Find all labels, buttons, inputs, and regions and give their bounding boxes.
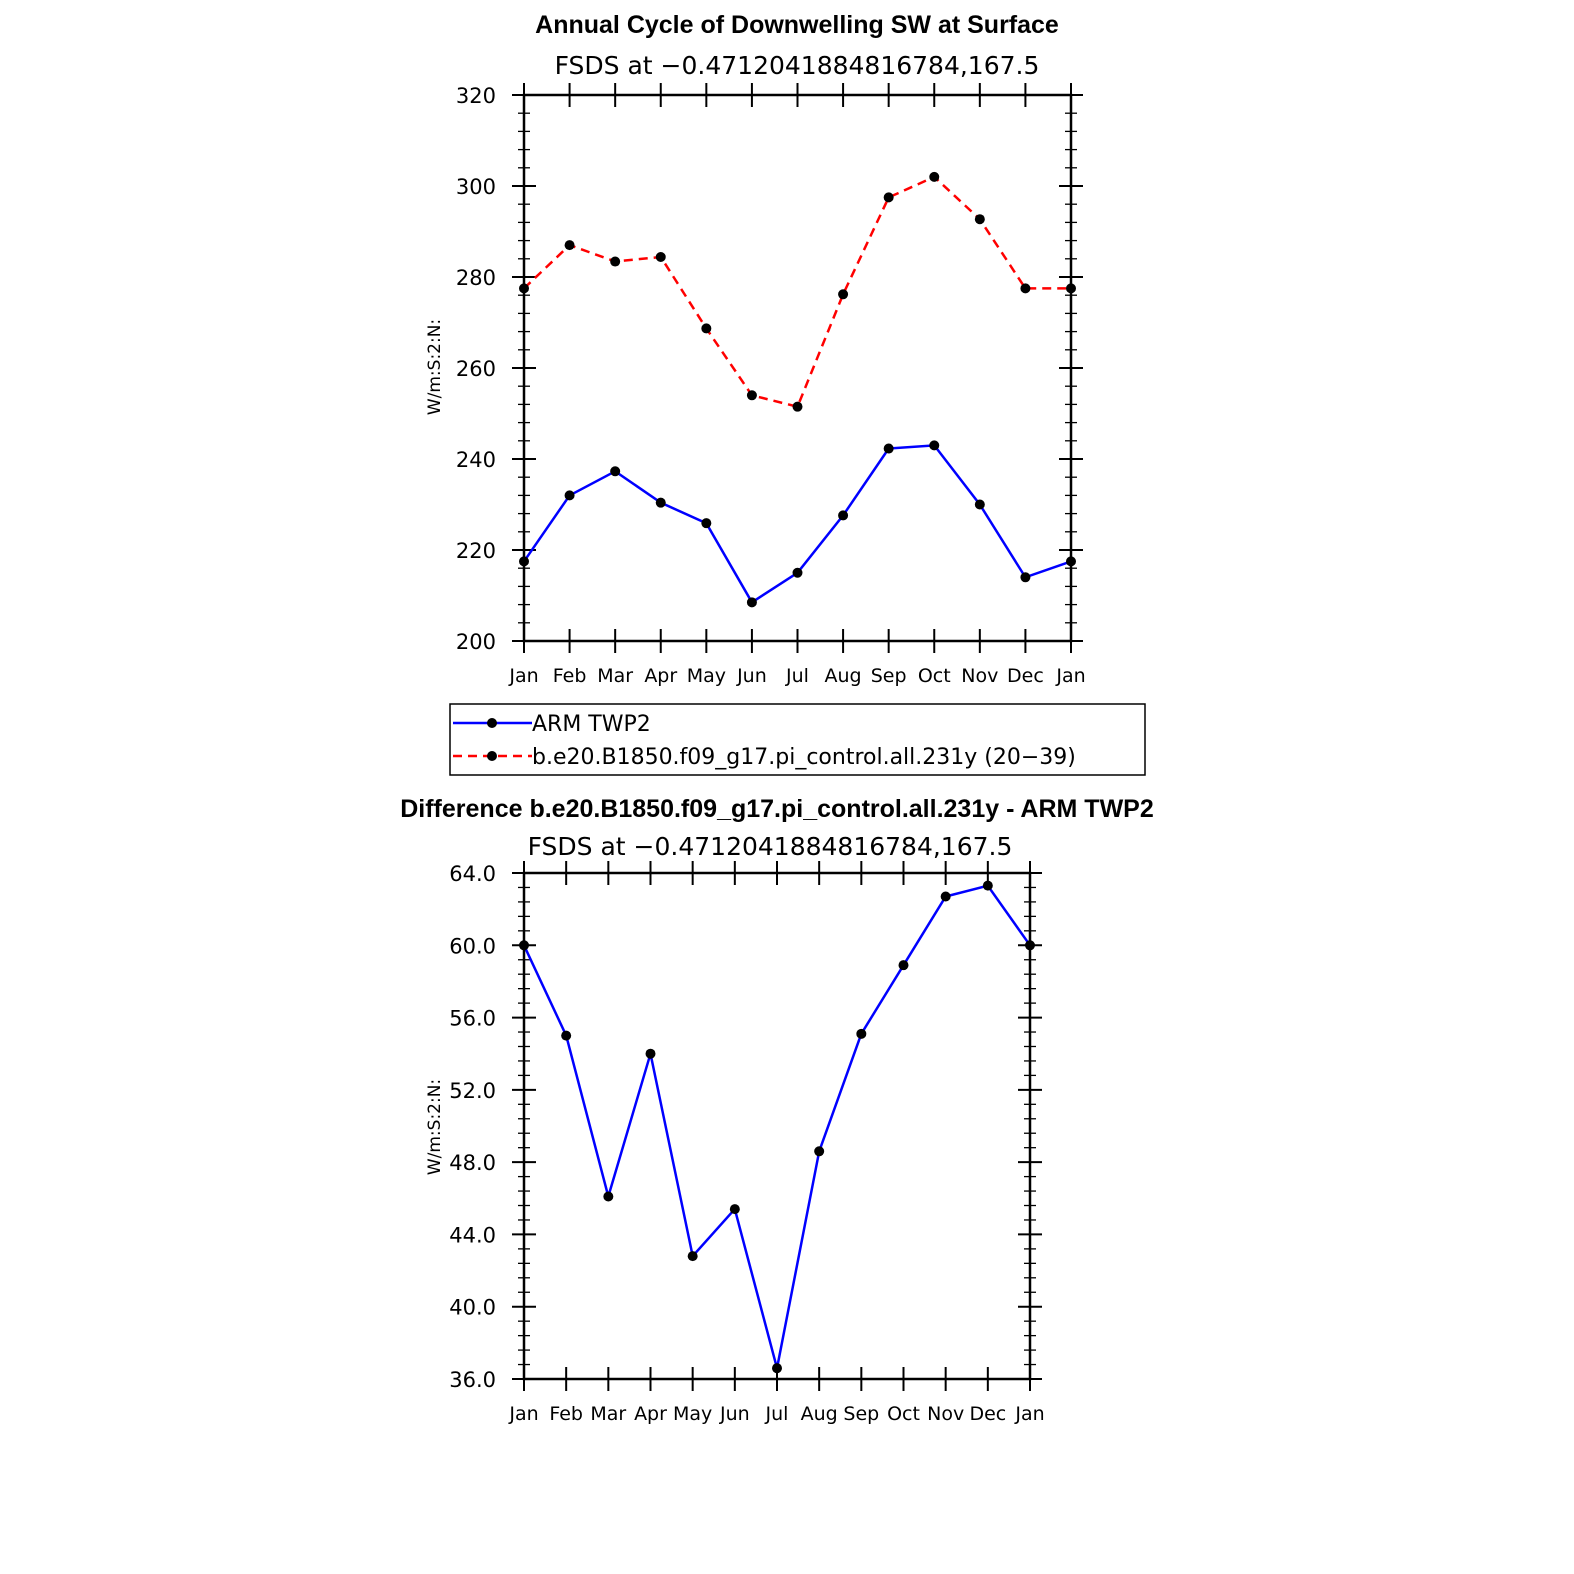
data-point xyxy=(645,1048,656,1059)
y-tick-label: 40.0 xyxy=(449,1296,496,1320)
legend-entry-model: b.e20.B1850.f09_g17.pi_control.all.231y … xyxy=(453,745,1076,770)
chart-title: Annual Cycle of Downwelling SW at Surfac… xyxy=(535,11,1059,39)
data-point xyxy=(792,401,803,412)
legend-label-model: b.e20.B1850.f09_g17.pi_control.all.231y … xyxy=(532,745,1076,770)
y-tick-label: 220 xyxy=(456,539,496,563)
x-tick-label: Jan xyxy=(508,1403,538,1425)
annual-cycle-chart: Annual Cycle of Downwelling SW at Surfac… xyxy=(425,11,1146,776)
y-tick-label: 64.0 xyxy=(449,862,496,886)
data-point xyxy=(974,214,985,225)
data-point xyxy=(838,289,849,300)
series-line-0 xyxy=(522,884,1032,1369)
data-point xyxy=(929,440,940,451)
y-axis-label: W/m:S:2:N: xyxy=(425,319,445,415)
legend-label-arm: ARM TWP2 xyxy=(532,712,651,737)
x-tick-label: Feb xyxy=(553,665,587,687)
data-point xyxy=(603,1191,614,1202)
data-point xyxy=(856,1028,867,1039)
series-line-0 xyxy=(522,444,1072,605)
x-tick-label: Nov xyxy=(927,1403,964,1425)
x-tick-label: Jun xyxy=(736,665,767,687)
x-tick-label: May xyxy=(687,665,726,687)
data-point xyxy=(564,240,575,251)
y-axis-label: W/m:S:2:N: xyxy=(425,1079,445,1175)
x-tick-label: Jul xyxy=(785,665,809,687)
y-tick-label: 260 xyxy=(456,357,496,381)
x-tick-label: Mar xyxy=(597,665,633,687)
x-tick-label: Aug xyxy=(825,665,862,687)
x-tick-label: Apr xyxy=(634,1403,667,1425)
data-point xyxy=(701,518,712,529)
data-point xyxy=(883,443,894,454)
legend-entry-arm-twp2: ARM TWP2 xyxy=(453,712,651,737)
data-point xyxy=(746,390,757,401)
x-tick-label: Jun xyxy=(719,1403,750,1425)
data-point xyxy=(1020,283,1031,294)
legend-marker-model xyxy=(487,751,497,761)
data-point xyxy=(564,490,575,501)
data-point xyxy=(561,1030,572,1041)
data-point xyxy=(729,1204,740,1215)
data-point xyxy=(655,497,666,508)
y-tick-label: 56.0 xyxy=(449,1007,496,1031)
data-point xyxy=(687,1251,698,1262)
y-tick-label: 48.0 xyxy=(449,1151,496,1175)
x-tick-label: Oct xyxy=(918,665,951,687)
series-line-1 xyxy=(523,175,1071,409)
data-point xyxy=(746,597,757,608)
legend-box xyxy=(449,703,1146,776)
x-tick-label: Jan xyxy=(1014,1403,1044,1425)
x-tick-label: Aug xyxy=(801,1403,838,1425)
y-tick-label: 60.0 xyxy=(449,934,496,958)
x-tick-label: Sep xyxy=(871,665,907,687)
data-point xyxy=(1020,572,1031,583)
data-point xyxy=(929,171,940,182)
data-point xyxy=(838,510,849,521)
data-point xyxy=(814,1146,825,1157)
data-point xyxy=(974,499,985,510)
chart-subtitle: FSDS at −0.4712041884816784,167.5 xyxy=(555,51,1040,80)
data-point xyxy=(610,256,621,267)
y-tick-label: 300 xyxy=(456,175,496,199)
x-tick-label: Jan xyxy=(1055,665,1085,687)
plot-frame xyxy=(522,871,1032,1381)
y-tick-label: 320 xyxy=(456,84,496,108)
y-tick-label: 200 xyxy=(456,630,496,654)
data-point xyxy=(883,192,894,203)
data-point xyxy=(982,880,993,891)
plot-frame xyxy=(522,93,1073,643)
y-tick-label: 280 xyxy=(456,266,496,290)
x-tick-label: Jan xyxy=(508,665,538,687)
data-point xyxy=(940,891,951,902)
x-tick-label: Feb xyxy=(549,1403,583,1425)
legend: ARM TWP2 b.e20.B1850.f09_g17.pi_control.… xyxy=(449,703,1146,776)
y-tick-label: 36.0 xyxy=(449,1368,496,1392)
y-tick-label: 52.0 xyxy=(449,1079,496,1103)
x-tick-label: Dec xyxy=(1007,665,1044,687)
y-tick-label: 240 xyxy=(456,448,496,472)
chart-subtitle: FSDS at −0.4712041884816784,167.5 xyxy=(528,832,1013,861)
chart-title: Difference b.e20.B1850.f09_g17.pi_contro… xyxy=(400,795,1154,823)
x-tick-label: Dec xyxy=(969,1403,1006,1425)
data-point xyxy=(898,960,909,971)
x-tick-label: Sep xyxy=(843,1403,879,1425)
data-point xyxy=(792,567,803,578)
x-tick-label: Jul xyxy=(765,1403,789,1425)
data-point xyxy=(772,1363,782,1374)
x-tick-label: Nov xyxy=(961,665,998,687)
x-tick-label: Oct xyxy=(887,1403,920,1425)
x-tick-label: May xyxy=(673,1403,712,1425)
x-tick-label: Apr xyxy=(644,665,677,687)
data-point xyxy=(655,251,666,262)
x-tick-label: Mar xyxy=(590,1403,626,1425)
data-point xyxy=(701,323,712,334)
legend-marker-arm xyxy=(487,718,497,728)
y-tick-label: 44.0 xyxy=(449,1223,496,1247)
data-point xyxy=(610,466,621,477)
difference-chart: Difference b.e20.B1850.f09_g17.pi_contro… xyxy=(400,795,1154,1425)
